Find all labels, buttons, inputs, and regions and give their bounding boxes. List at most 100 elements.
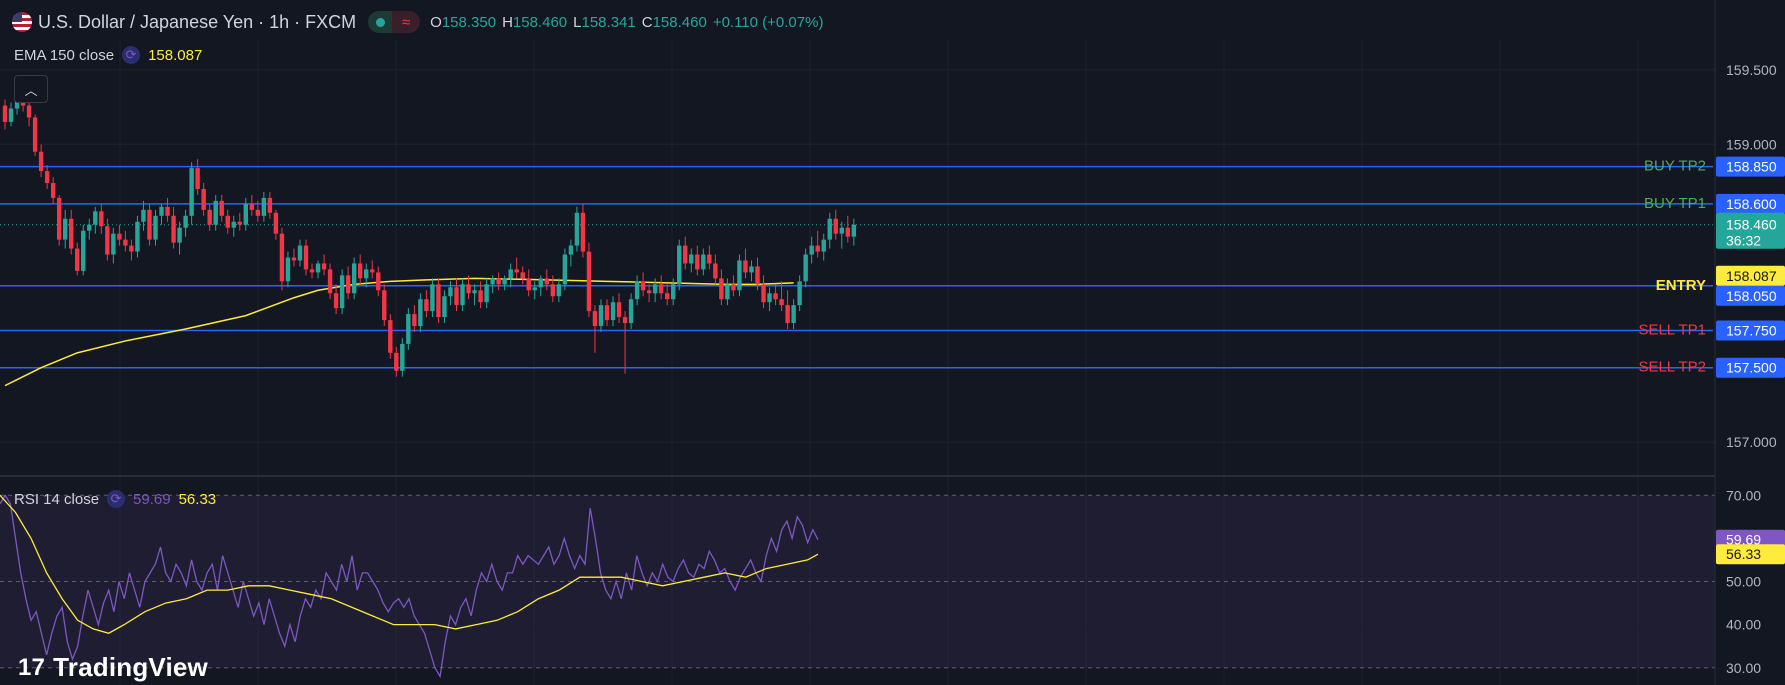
candle-body [159, 206, 164, 216]
candle-body [779, 299, 784, 306]
chart-grid [0, 40, 1785, 685]
candle-body [141, 209, 146, 222]
candle-body [749, 266, 754, 273]
candle-body [791, 305, 796, 324]
ohlc-close: C158.460 [641, 13, 707, 31]
bar-countdown: 36:32 [1726, 233, 1761, 249]
candle-body [677, 245, 682, 285]
ema-price-tag-bg [1716, 265, 1785, 286]
level-label: BUY TP1 [1644, 195, 1706, 212]
tradingview-logo-icon: 17 [18, 653, 46, 681]
refresh-icon[interactable]: ⟳ [122, 46, 141, 64]
candle-body [454, 287, 459, 306]
us-flag-icon [12, 12, 32, 32]
ohlc-low: L158.341 [573, 13, 636, 31]
exchange-label: FXCM [305, 11, 357, 32]
candle-body [291, 257, 297, 261]
candle-body [610, 302, 616, 321]
level-label: SELL TP1 [1638, 321, 1706, 338]
candle-body [63, 218, 68, 240]
candle-body [755, 266, 760, 285]
ema-legend[interactable]: EMA 150 close ⟳ 158.087 [14, 46, 202, 64]
level-price-tag-bg [1716, 357, 1785, 378]
rsi-tick-label: 70.00 [1726, 487, 1761, 503]
candle-body [87, 224, 92, 231]
candle-body [520, 272, 525, 279]
market-open-dot-icon [375, 17, 385, 27]
candle-body [809, 245, 814, 255]
candle-body [743, 260, 748, 273]
candle-body [273, 212, 279, 234]
candle-body [267, 197, 273, 213]
candle-body [556, 284, 562, 297]
candle-body [231, 221, 236, 228]
refresh-icon[interactable]: ⟳ [107, 490, 126, 508]
candle-body [472, 290, 477, 294]
tradingview-logo[interactable]: 17 TradingView [18, 652, 208, 683]
price-change: +0.110 (+0.07%) [712, 13, 824, 31]
candle-body [165, 206, 170, 216]
candle-body [75, 248, 80, 271]
symbol-legend: U.S. Dollar / Japanese Yen · 1h · FXCM ≈… [12, 11, 823, 33]
candle-body [303, 245, 309, 270]
candle-body [213, 200, 218, 225]
candle-body [713, 263, 718, 279]
candle-body [243, 203, 248, 225]
candle-body [339, 275, 345, 309]
candle-body [400, 343, 405, 371]
candle-body [201, 188, 206, 210]
candle-body [634, 281, 640, 300]
candle-body [628, 299, 634, 324]
candle-body [135, 221, 140, 252]
rsi-pane [0, 493, 819, 679]
candle-body [153, 215, 158, 240]
level-price-tag: 158.850 [1726, 159, 1777, 175]
candle-body [315, 263, 321, 273]
candle-body [833, 218, 838, 234]
rsi-label: RSI 14 close [14, 490, 100, 508]
brand-name: TradingView [53, 652, 208, 682]
candle-body [327, 269, 333, 294]
level-price-tag-bg [1716, 320, 1785, 341]
collapse-legend-button[interactable]: ︿ [14, 75, 48, 103]
candle-body [370, 269, 375, 273]
candle-body [406, 314, 411, 344]
chevron-up-icon: ︿ [24, 82, 38, 98]
rsi-tick-label: 30.00 [1726, 660, 1761, 676]
rsi-legend[interactable]: RSI 14 close ⟳ 59.69 56.33 [14, 490, 216, 508]
price-tick-label: 157.000 [1726, 434, 1777, 450]
candle-body [129, 245, 134, 252]
candle-body [412, 314, 417, 327]
ohlc-high: H158.460 [502, 13, 568, 31]
rsi-ma-value-tag: 56.33 [1726, 546, 1761, 562]
ema-value: 158.087 [148, 46, 203, 64]
candle-body [8, 108, 14, 122]
candle-body [333, 293, 339, 309]
candle-body [321, 263, 327, 270]
market-status[interactable]: ≈ [368, 11, 421, 33]
candle-body [544, 278, 549, 285]
candle-body [550, 284, 556, 297]
rsi-ma-value: 56.33 [178, 490, 217, 508]
interval-label[interactable]: 1h [269, 11, 290, 32]
level-price-tag: 158.600 [1726, 196, 1777, 212]
symbol-name[interactable]: U.S. Dollar / Japanese Yen [38, 11, 254, 32]
level-price-tag: 157.500 [1726, 360, 1777, 376]
candle-body [448, 287, 453, 297]
candle-body [592, 311, 598, 327]
rsi-value: 59.69 [133, 490, 171, 508]
price-tick-label: 159.000 [1726, 136, 1777, 152]
candle-body [671, 284, 676, 300]
candle-body [737, 260, 742, 291]
candle-body [376, 272, 381, 291]
candle-body [707, 254, 712, 264]
candle-body [147, 209, 152, 240]
level-price-tag-bg [1716, 156, 1785, 177]
candle-body [2, 105, 8, 122]
candle-body [105, 226, 110, 255]
entry-price-tag: 158.050 [1726, 288, 1777, 304]
candle-body [460, 284, 465, 306]
ema-price-tag: 158.087 [1726, 268, 1777, 284]
candle-body [69, 218, 74, 249]
